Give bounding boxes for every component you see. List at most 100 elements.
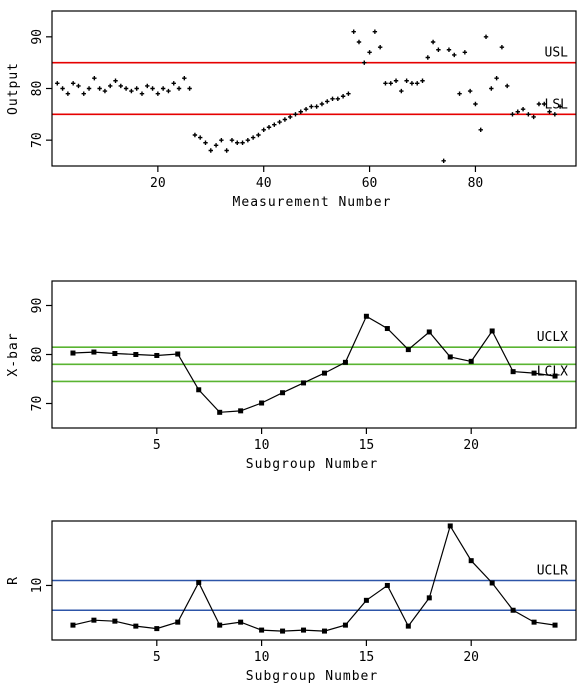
- data-point: [208, 148, 213, 153]
- data-point: [404, 78, 409, 83]
- data-point: [187, 86, 192, 91]
- data-point: [531, 619, 537, 625]
- data-point: [346, 91, 351, 96]
- x-tick-label: 15: [359, 438, 375, 453]
- data-point: [447, 523, 453, 529]
- data-point: [372, 29, 378, 34]
- data-point: [259, 627, 265, 633]
- data-point: [552, 622, 558, 628]
- y-axis-title: X-bar: [6, 332, 21, 376]
- data-point: [70, 81, 76, 86]
- data-point: [510, 369, 516, 375]
- data-point: [557, 104, 563, 109]
- data-point: [240, 140, 245, 145]
- data-point: [489, 86, 494, 91]
- data-point: [118, 83, 124, 89]
- data-point: [301, 627, 307, 633]
- data-point: [55, 81, 60, 86]
- data-point: [515, 109, 520, 114]
- data-point: [282, 117, 288, 122]
- data-point: [203, 140, 208, 145]
- data-point: [86, 86, 92, 91]
- data-point: [91, 617, 97, 623]
- data-point: [447, 354, 453, 360]
- data-point: [330, 96, 335, 102]
- data-point: [489, 328, 495, 334]
- data-point: [272, 122, 277, 127]
- data-point: [489, 580, 495, 586]
- data-point: [441, 158, 446, 164]
- x-axis-title: Measurement Number: [233, 195, 392, 210]
- data-point: [393, 78, 399, 83]
- data-point: [377, 44, 383, 50]
- data-point: [383, 81, 388, 86]
- x-tick-label: 5: [153, 650, 161, 665]
- data-point: [277, 119, 282, 125]
- data-point: [238, 619, 244, 625]
- data-point: [468, 358, 474, 364]
- data-point: [415, 81, 420, 86]
- x-tick-label: 20: [463, 650, 479, 665]
- data-point: [425, 55, 430, 60]
- data-point: [462, 50, 468, 55]
- data-point: [229, 137, 235, 143]
- data-point: [235, 140, 240, 145]
- data-point: [405, 623, 411, 629]
- data-point: [494, 75, 499, 81]
- data-point: [446, 47, 452, 52]
- data-point: [384, 326, 390, 332]
- x-tick-label: 20: [463, 438, 479, 453]
- data-point: [92, 75, 97, 81]
- data-point: [196, 387, 202, 393]
- data-point: [321, 370, 327, 376]
- data-point: [192, 132, 198, 138]
- data-point: [510, 112, 515, 117]
- x-axis-title: Subgroup Number: [246, 669, 378, 684]
- data-point: [483, 34, 489, 40]
- data-point: [139, 91, 145, 96]
- plot-frame: [51, 10, 577, 167]
- y-tick-label: 80: [30, 347, 45, 363]
- data-point: [468, 558, 474, 564]
- data-point: [102, 88, 108, 94]
- data-point: [133, 352, 139, 357]
- data-point: [301, 380, 307, 386]
- data-point: [97, 86, 102, 91]
- data-point: [467, 88, 473, 94]
- data-point: [351, 29, 356, 34]
- y-tick-label: 70: [30, 396, 45, 412]
- data-point: [112, 351, 118, 357]
- data-point: [340, 94, 346, 99]
- data-point: [250, 135, 256, 140]
- reference-label-lsl: LSL: [545, 97, 569, 112]
- data-point: [356, 39, 362, 45]
- data-point: [420, 78, 425, 83]
- data-point: [70, 622, 76, 628]
- data-point: [473, 101, 478, 107]
- data-point: [129, 88, 134, 94]
- chart-panel-3: UCLR 5 10 15 20 10 Subgroup Number R: [6, 520, 577, 684]
- data-point: [298, 109, 303, 114]
- y-tick-label: 10: [30, 578, 45, 594]
- data-point: [60, 86, 65, 91]
- data-point: [70, 350, 76, 356]
- data-point: [520, 106, 526, 112]
- x-tick-label: 20: [150, 176, 166, 191]
- data-point: [134, 86, 139, 91]
- y-tick-label: 90: [30, 29, 45, 45]
- data-point: [198, 135, 203, 140]
- series-line: [72, 524, 556, 632]
- data-point: [160, 86, 166, 91]
- x-tick-label: 60: [362, 176, 378, 191]
- data-point: [182, 75, 187, 81]
- data-point: [325, 99, 330, 104]
- x-tick-label: 5: [153, 438, 161, 453]
- data-point: [175, 619, 181, 625]
- data-point: [91, 349, 97, 355]
- reference-label-uclr: UCLR: [537, 564, 568, 579]
- data-point: [452, 52, 457, 58]
- data-point: [367, 50, 372, 55]
- data-point: [175, 351, 181, 357]
- data-point: [166, 88, 171, 94]
